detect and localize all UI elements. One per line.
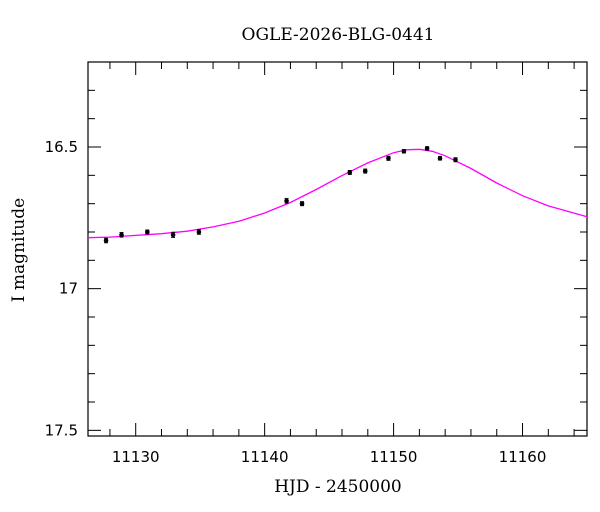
chart-title: OGLE-2026-BLG-0441 xyxy=(242,25,435,45)
tick-labels: 11130 11140 11150 11160 16.5 17 17.5 xyxy=(45,138,547,466)
data-point xyxy=(170,232,176,238)
data-point xyxy=(119,232,124,238)
plot-frame xyxy=(87,61,588,437)
data-point xyxy=(362,168,368,174)
data-points-group xyxy=(103,146,458,244)
model-curve-group xyxy=(87,148,588,239)
data-point xyxy=(386,156,391,161)
data-point xyxy=(347,170,353,175)
data-point xyxy=(145,229,150,235)
x-tick-label: 11150 xyxy=(370,448,418,466)
y-axis-label: I magnitude xyxy=(9,198,29,302)
data-point xyxy=(196,229,202,235)
y-tick-label: 16.5 xyxy=(45,138,78,156)
x-tick-label: 11130 xyxy=(112,448,160,466)
data-point xyxy=(284,198,289,204)
x-tick-label: 11160 xyxy=(499,448,547,466)
tick-marks xyxy=(88,61,587,436)
y-tick-label: 17 xyxy=(59,280,78,298)
x-tick-label: 11140 xyxy=(241,448,289,466)
x-axis-label: HJD - 2450000 xyxy=(274,477,402,497)
data-point xyxy=(401,148,407,154)
data-point xyxy=(424,146,430,151)
data-point xyxy=(103,238,109,243)
data-point xyxy=(299,201,305,206)
data-point xyxy=(437,156,443,161)
model-curve xyxy=(87,148,588,239)
y-tick-label: 17.5 xyxy=(45,421,78,439)
data-point xyxy=(453,157,458,163)
